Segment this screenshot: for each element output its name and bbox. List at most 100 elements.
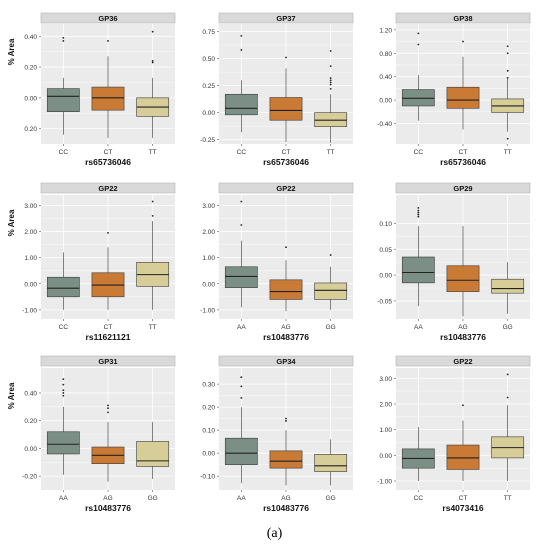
x-tick-label: GG — [148, 495, 158, 502]
x-tick-label: AG — [458, 324, 467, 331]
outlier-point — [151, 200, 154, 203]
x-axis-title: rs65736046 — [440, 157, 486, 167]
y-tick-label: 3.00 — [24, 203, 37, 210]
panel-title: GP22 — [98, 184, 117, 193]
outlier-point — [107, 411, 109, 414]
box-iqr — [46, 431, 80, 455]
figure-caption: (a) — [266, 526, 283, 541]
y-tick-label: 0.50 — [202, 56, 215, 63]
box-iqr — [269, 97, 303, 121]
panel-title: GP34 — [276, 357, 296, 366]
outlier-point — [329, 79, 332, 82]
outlier-point — [417, 209, 420, 212]
box-TT — [491, 45, 525, 140]
box-TT — [136, 200, 170, 310]
box-AA — [46, 378, 80, 475]
y-axis-title: % Area — [7, 382, 16, 409]
y-tick-label: 0.10 — [379, 221, 392, 228]
panel-title: GP36 — [98, 14, 117, 23]
outlier-point — [329, 83, 332, 86]
panel-strip — [40, 182, 176, 194]
y-tick-label: 0.00 — [24, 281, 37, 288]
outlier-point — [62, 40, 65, 42]
box-iqr — [446, 265, 480, 292]
x-tick-label: CT — [459, 495, 468, 502]
box-AG — [446, 226, 480, 317]
box-iqr — [224, 93, 258, 116]
box-TT — [314, 50, 348, 143]
box-CC — [224, 34, 258, 133]
x-tick-label: AG — [281, 495, 290, 502]
box-iqr — [91, 86, 125, 111]
y-tick-label: 0.40 — [24, 390, 37, 397]
y-tick-label: 1.20 — [379, 27, 392, 34]
outlier-point — [240, 200, 243, 203]
box-CT — [269, 56, 303, 142]
box-GG — [136, 422, 170, 479]
chart-panel-1: GP36 0.40 0.20 0.00 0.20 CC CT TT rs65736046 % Ar… — [7, 12, 176, 167]
y-tick-label: 0.40 — [379, 74, 392, 81]
outlier-point — [151, 30, 154, 33]
y-tick-label: 3.00 — [379, 376, 392, 383]
outlier-point — [62, 394, 65, 397]
outlier-point — [240, 397, 243, 399]
x-tick-label: CT — [459, 149, 468, 156]
y-tick-label: -0.10 — [200, 474, 215, 481]
chart-panel-9: GP22 3.00 2.00 1.00 0.00 -1.00 CC CT TT rs4073416 — [377, 355, 531, 513]
box-AA — [224, 376, 258, 484]
outlier-point — [417, 32, 420, 35]
outlier-point — [329, 65, 332, 68]
x-tick-label: AG — [281, 324, 290, 331]
box-iqr — [314, 454, 348, 472]
outlier-point — [506, 52, 509, 55]
box-GG — [314, 439, 348, 486]
box-iqr — [314, 282, 348, 300]
outlier-point — [462, 404, 464, 407]
y-tick-label: 1.00 — [202, 255, 215, 262]
outlier-point — [329, 50, 332, 52]
outlier-point — [506, 69, 509, 72]
box-CC — [401, 427, 435, 482]
x-tick-label: CT — [104, 324, 113, 331]
y-tick-label: 0.25 — [202, 83, 215, 90]
box-AG — [91, 404, 125, 482]
y-tick-label: 0.00 — [202, 110, 215, 117]
outlier-point — [107, 407, 109, 410]
y-tick-label: -0.25 — [200, 137, 215, 144]
panel-title: GP37 — [276, 14, 295, 23]
outlier-point — [506, 45, 509, 48]
x-tick-label: AA — [237, 495, 246, 502]
box-CC — [46, 252, 80, 310]
panel-strip — [40, 355, 176, 367]
y-tick-label: 0.75 — [202, 29, 215, 36]
box-AA — [401, 207, 435, 307]
outlier-point — [285, 417, 287, 420]
x-tick-label: TT — [504, 149, 512, 156]
y-tick-label: 3.00 — [202, 203, 215, 210]
panel-title: GP38 — [453, 14, 472, 23]
outlier-point — [62, 378, 65, 380]
outlier-point — [107, 404, 109, 407]
box-TT — [136, 30, 170, 138]
x-tick-label: TT — [327, 149, 335, 156]
y-tick-label: 0.00 — [202, 281, 215, 288]
outlier-point — [417, 213, 420, 216]
box-CT — [446, 40, 480, 130]
y-tick-label: -0.40 — [377, 121, 392, 128]
chart-panel-6: GP29 0.10 0.05 0.00 -0.05 AA AG GG rs10483776 — [377, 182, 531, 342]
box-AA — [224, 200, 258, 308]
y-tick-label: 1.00 — [379, 427, 392, 434]
y-axis-title: % Area — [7, 209, 16, 236]
outlier-point — [62, 389, 65, 392]
outlier-point — [285, 420, 287, 422]
outlier-point — [329, 77, 332, 79]
panel-strip — [218, 355, 354, 367]
x-axis-title: rs65736046 — [85, 157, 131, 167]
box-AG — [269, 246, 303, 312]
y-tick-label: -1.00 — [377, 479, 392, 486]
x-tick-label: CT — [282, 149, 291, 156]
box-iqr — [46, 276, 80, 298]
outlier-point — [417, 43, 420, 46]
box-AG — [269, 417, 303, 486]
